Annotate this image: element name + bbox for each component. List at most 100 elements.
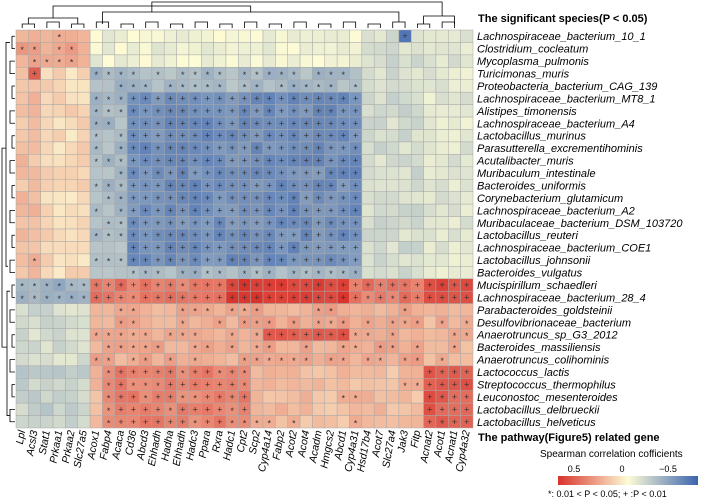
significance-mark: * <box>144 356 148 366</box>
significance-mark: * <box>95 70 99 80</box>
significance-mark: + <box>143 243 148 253</box>
significance-mark: + <box>168 93 173 103</box>
significance-mark: + <box>304 143 309 153</box>
heatmap-cell <box>102 129 116 143</box>
significance-mark: + <box>353 106 358 116</box>
significance-mark: + <box>279 131 284 141</box>
significance-mark: + <box>131 93 136 103</box>
significance-mark: * <box>181 269 185 279</box>
significance-mark: + <box>192 243 197 253</box>
heatmap-cell <box>65 253 79 267</box>
heatmap-cell <box>151 353 165 367</box>
significance-mark: * <box>33 281 37 291</box>
significance-mark: * <box>305 269 309 279</box>
heatmap-cell <box>386 216 400 230</box>
heatmap-cell <box>52 116 66 130</box>
legend-tick-positive: 0.5 <box>567 464 581 474</box>
significance-mark: + <box>316 330 321 340</box>
row-label: Anaerotruncus_colihominis <box>476 355 610 367</box>
significance-mark: + <box>279 218 284 228</box>
heatmap-cell <box>40 415 54 429</box>
significance-mark: + <box>180 168 185 178</box>
significance-mark: + <box>328 255 333 265</box>
heatmap-cell <box>386 390 400 404</box>
heatmap-cell <box>435 179 449 192</box>
heatmap-cell <box>386 241 400 255</box>
significance-mark: * <box>230 406 234 416</box>
significance-mark: + <box>304 193 309 203</box>
heatmap-cell <box>336 402 350 416</box>
row-label: Parasutterella_excrementihominis <box>477 143 643 155</box>
significance-mark: + <box>242 280 247 290</box>
significance-mark: + <box>316 180 321 190</box>
significance-mark: * <box>416 356 420 366</box>
heatmap-cell <box>114 266 128 279</box>
heatmap-cell <box>373 365 387 379</box>
significance-mark: + <box>168 218 173 228</box>
heatmap-cell <box>15 141 29 155</box>
significance-mark: + <box>155 367 160 377</box>
row-label: Turicimonas_muris <box>477 69 570 81</box>
heatmap-cell <box>275 303 288 317</box>
significance-mark: * <box>107 381 111 391</box>
heatmap-cell <box>398 54 412 68</box>
significance-mark: + <box>155 93 160 103</box>
significance-mark: * <box>45 294 49 304</box>
heatmap-cell <box>238 340 251 354</box>
heatmap-cell <box>287 54 301 68</box>
significance-mark: * <box>107 356 111 366</box>
heatmap-cell <box>52 91 66 105</box>
legend-tick-negative: −0.5 <box>659 464 677 474</box>
heatmap-cell <box>151 315 165 329</box>
heatmap-cell <box>386 91 400 105</box>
significance-mark: + <box>427 292 432 302</box>
significance-mark: * <box>230 344 234 354</box>
heatmap-cell <box>65 67 79 80</box>
heatmap-cell <box>460 54 474 68</box>
significance-mark: * <box>243 82 247 92</box>
significance-mark: * <box>243 306 247 316</box>
significance-mark: + <box>192 367 197 377</box>
heatmap-cell <box>188 315 202 329</box>
heatmap-cell <box>52 166 66 180</box>
significance-mark: + <box>304 292 309 302</box>
heatmap-cell <box>460 340 474 354</box>
heatmap-cell <box>386 54 400 68</box>
significance-mark: + <box>279 230 284 240</box>
heatmap-cell <box>410 402 424 416</box>
heatmap-cell <box>15 328 29 342</box>
heatmap-cell <box>386 253 400 267</box>
significance-mark: + <box>291 255 296 265</box>
significance-mark: * <box>230 418 234 428</box>
column-label: Acadm <box>307 429 325 465</box>
significance-mark: + <box>168 106 173 116</box>
heatmap-cell <box>40 253 54 267</box>
significance-mark: * <box>255 82 259 92</box>
significance-mark: * <box>107 257 111 267</box>
significance-footnote: *: 0.01 < P < 0.05; + :P < 0.01 <box>548 489 667 499</box>
heatmap-cell <box>386 179 400 192</box>
dendrogram-branch <box>145 21 159 28</box>
significance-mark: + <box>131 417 136 427</box>
significance-mark: * <box>156 381 160 391</box>
significance-mark: + <box>168 118 173 128</box>
significance-mark: * <box>119 194 123 204</box>
dendrogram-branch <box>9 110 15 124</box>
significance-mark: * <box>57 33 61 43</box>
significance-mark: * <box>181 70 185 80</box>
significance-mark: + <box>291 168 296 178</box>
significance-mark: + <box>328 118 333 128</box>
significance-mark: + <box>168 255 173 265</box>
heatmap-cell <box>349 365 363 379</box>
significance-mark: + <box>143 292 148 302</box>
dendrogram-branch <box>27 17 79 24</box>
significance-mark: + <box>279 156 284 166</box>
significance-mark: * <box>329 82 333 92</box>
heatmap-cell <box>28 365 41 379</box>
significance-mark: + <box>267 218 272 228</box>
significance-mark: + <box>341 168 346 178</box>
heatmap-cell <box>77 67 91 80</box>
column-label: Prkaa1 <box>48 429 66 464</box>
heatmap-cell <box>336 79 350 93</box>
significance-mark: * <box>292 418 296 428</box>
